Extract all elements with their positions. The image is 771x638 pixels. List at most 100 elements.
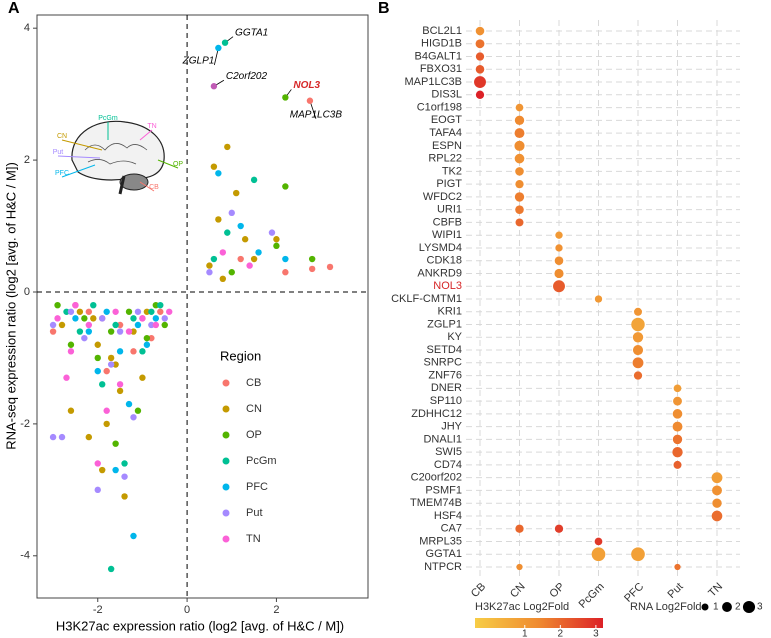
point: [161, 321, 168, 329]
annotation: GGTA1: [235, 27, 268, 38]
y-tick-label: EOGT: [431, 114, 462, 126]
dot: [515, 205, 524, 214]
point: [125, 328, 133, 335]
inset-label: CN: [57, 133, 67, 140]
dot: [554, 524, 564, 533]
point: [139, 348, 146, 355]
y-tick-label: SETD4: [427, 344, 462, 356]
dot: [711, 510, 723, 522]
dot: [673, 384, 682, 393]
size-tick-label: 1: [713, 602, 719, 613]
legend-swatch: [222, 509, 230, 517]
point: [99, 381, 106, 388]
point: [139, 374, 146, 381]
point: [152, 301, 160, 309]
point: [148, 321, 155, 329]
point: [85, 328, 93, 335]
color-tick-label: 2: [558, 629, 564, 638]
inset-label: TN: [147, 123, 156, 130]
dot: [515, 524, 524, 533]
point: [85, 308, 93, 315]
point: [121, 473, 128, 480]
dot: [632, 344, 644, 356]
point: [94, 486, 101, 494]
x-tick-label: Put: [666, 581, 686, 601]
point: [121, 493, 128, 500]
dot: [475, 90, 485, 99]
point: [121, 460, 128, 467]
y-tick-label: -4: [20, 550, 30, 562]
point: [112, 440, 119, 447]
point: [130, 414, 137, 421]
point: [112, 361, 119, 368]
point: [125, 308, 133, 315]
color-tick-label: 3: [593, 629, 599, 638]
inset-leader: [139, 129, 153, 141]
y-tick-label: C20orf202: [411, 472, 462, 484]
y-tick-label: HIGD1B: [421, 38, 462, 50]
dot: [554, 268, 564, 279]
legend-label: Put: [246, 507, 263, 519]
dot: [674, 563, 681, 571]
point: [246, 262, 253, 269]
dot: [631, 547, 645, 562]
y-tick-label: BCL2L1: [422, 25, 462, 37]
dot: [475, 39, 485, 49]
annotation: ZGLP1: [182, 56, 215, 67]
dot: [475, 64, 485, 74]
legend-swatch: [222, 483, 230, 491]
cerebellum: [119, 173, 149, 191]
dot: [711, 472, 723, 484]
y-tick-label: NTPCR: [424, 561, 462, 573]
point: [241, 236, 249, 243]
legend-title: Region: [220, 348, 261, 363]
point: [282, 94, 289, 101]
point: [161, 315, 168, 322]
point: [134, 407, 142, 414]
point: [166, 308, 173, 315]
y-tick-label: MAP1LC3B: [405, 76, 462, 88]
y-tick-label: C1orf198: [417, 101, 462, 113]
dot: [712, 485, 722, 496]
point: [63, 374, 70, 381]
y-tick-label: TAFA4: [429, 127, 462, 139]
point: [130, 348, 137, 355]
color-tick-label: 1: [522, 629, 528, 638]
point: [143, 308, 151, 315]
point: [67, 308, 75, 315]
point: [282, 255, 289, 263]
y-tick-label: ESPN: [432, 140, 462, 152]
point: [250, 255, 258, 263]
point: [130, 532, 137, 540]
y-tick-label: ZGLP1: [427, 318, 462, 330]
point: [143, 334, 151, 342]
point: [148, 308, 155, 315]
dot: [712, 498, 722, 508]
point: [90, 301, 97, 309]
dot: [673, 396, 682, 406]
dot: [594, 537, 603, 546]
point: [134, 308, 142, 315]
x-tick-label: CN: [508, 581, 528, 601]
inset-leader: [157, 159, 179, 169]
dot: [475, 26, 485, 36]
dot: [514, 128, 525, 139]
legend-label: OP: [246, 429, 262, 441]
y-tick-label: PSMF1: [425, 484, 462, 496]
point: [228, 209, 235, 217]
x-tick-label: PcGm: [577, 581, 607, 611]
point: [219, 249, 227, 256]
point: [81, 315, 88, 322]
dot: [516, 563, 523, 571]
dot: [673, 460, 682, 469]
point: [49, 433, 57, 441]
inset-label: Put: [53, 149, 64, 156]
dot: [554, 256, 564, 266]
point: [219, 275, 227, 283]
point: [99, 315, 106, 322]
point: [107, 354, 115, 362]
brain-gyri: [84, 143, 148, 165]
point: [72, 315, 79, 322]
annotation: C2orf202: [226, 71, 268, 82]
point: [206, 269, 213, 276]
